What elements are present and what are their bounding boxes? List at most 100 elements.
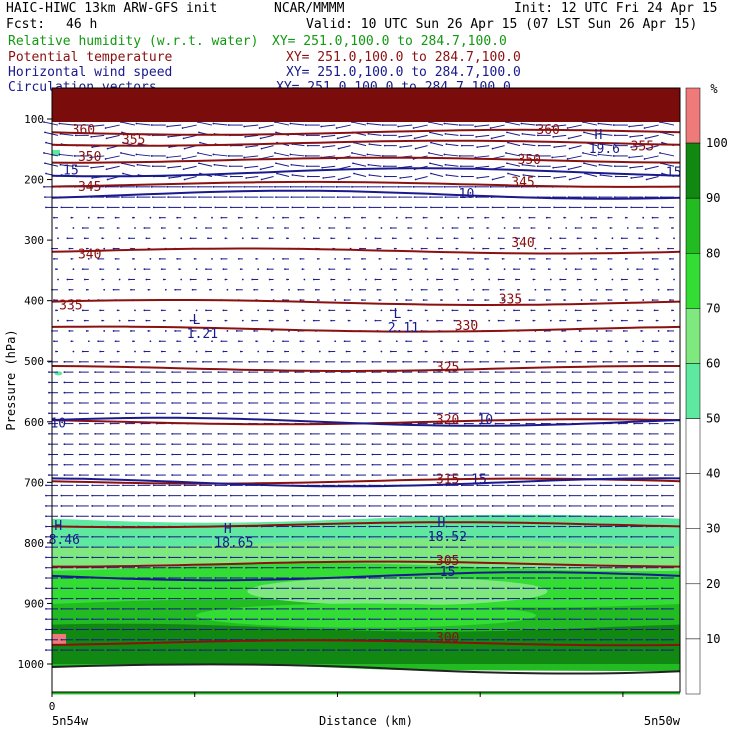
wind-vector-head xyxy=(239,309,242,312)
extremum-symbol: H xyxy=(54,519,62,534)
wind-vector-head xyxy=(448,474,451,476)
wind-vector-head xyxy=(371,474,374,476)
wind-vector xyxy=(184,176,197,181)
wind-vector-head xyxy=(303,237,306,240)
wind-vector-head xyxy=(622,330,625,332)
wind-vector-head xyxy=(343,340,346,343)
wind-vector-head xyxy=(513,350,515,353)
wind-vector xyxy=(137,164,151,167)
wind-vector-head xyxy=(607,257,610,260)
wind-vector-head xyxy=(522,174,525,176)
wind-vector-head xyxy=(440,257,442,260)
wind-vector-head xyxy=(214,546,217,549)
wind-vector-head xyxy=(614,175,617,178)
wind-vector-head xyxy=(73,155,76,157)
wind-vector-head xyxy=(74,165,77,168)
wind-vector-head xyxy=(145,278,148,281)
wind-vector-head xyxy=(599,587,602,590)
wind-vector-head xyxy=(645,597,648,600)
wind-vector-head xyxy=(63,463,66,466)
wind-vector-head xyxy=(501,340,504,343)
wind-vector-head xyxy=(633,463,636,466)
wind-vector-head xyxy=(263,381,266,384)
wind-vector-head xyxy=(178,350,181,353)
wind-vector-head xyxy=(571,402,574,404)
contour-label: 330 xyxy=(455,319,478,334)
wind-vector-head xyxy=(279,381,281,384)
wind-vector-head xyxy=(430,566,432,569)
wind-vector-head xyxy=(186,381,189,384)
wind-vector-head xyxy=(661,515,663,518)
wind-vector-head xyxy=(584,618,586,621)
wind-vector-head xyxy=(152,515,155,518)
wind-vector-head xyxy=(463,360,466,363)
wind-vector-head xyxy=(276,494,278,497)
wind-vector-head xyxy=(335,185,338,188)
wind-vector-head xyxy=(537,556,540,559)
wind-vector-head xyxy=(322,535,325,538)
wind-vector-head xyxy=(214,607,217,610)
wind-vector-head xyxy=(571,391,574,394)
wind-vector-head xyxy=(457,340,460,343)
wind-vector-head xyxy=(522,556,525,559)
wind-vector-head xyxy=(75,206,78,209)
wind-vector-head xyxy=(55,268,57,271)
wind-vector-head xyxy=(205,227,207,229)
wind-vector-head xyxy=(399,618,402,621)
contour-label: 315 xyxy=(436,472,459,487)
wind-vector-head xyxy=(494,371,497,374)
wind-vector-head xyxy=(476,628,479,631)
wind-vector-head xyxy=(537,628,540,631)
wind-vector-head xyxy=(522,206,525,209)
wind-vector-head xyxy=(103,247,106,250)
wind-vector-head xyxy=(583,131,585,134)
wind-vector-head xyxy=(398,135,401,138)
wind-vector-head xyxy=(164,330,167,332)
wind-vector-head xyxy=(507,597,509,600)
wind-vector-head xyxy=(232,412,235,415)
wind-vector-head xyxy=(104,158,107,160)
wind-vector-head xyxy=(257,227,260,229)
wind-vector-head xyxy=(433,463,435,466)
contour-label: 15 xyxy=(63,163,79,178)
wind-vector xyxy=(582,121,598,126)
wind-vector-head xyxy=(321,166,324,169)
wind-vector-head xyxy=(325,453,328,456)
wind-vector-head xyxy=(325,402,328,404)
wind-vector-head xyxy=(605,247,608,250)
wind-vector-head xyxy=(63,474,66,476)
wind-vector-head xyxy=(626,350,629,353)
wind-vector-head xyxy=(60,484,63,487)
wind-vector-head xyxy=(648,463,651,466)
wind-vector-head xyxy=(97,340,100,343)
wind-vector-head xyxy=(55,309,57,312)
wind-vector-head xyxy=(78,402,81,404)
wind-vector xyxy=(521,153,536,157)
wind-vector-head xyxy=(393,288,396,291)
wind-vector-head xyxy=(143,309,146,312)
wind-vector-head xyxy=(122,494,124,497)
wind-vector-head xyxy=(152,638,155,641)
wind-vector-head xyxy=(657,288,660,291)
wind-vector-head xyxy=(438,247,440,250)
wind-vector-head xyxy=(645,505,648,507)
wind-vector-head xyxy=(55,227,57,229)
wind-vector xyxy=(106,134,120,139)
wind-vector-head xyxy=(137,638,140,641)
wind-vector-head xyxy=(630,597,633,600)
wind-vector-head xyxy=(325,443,328,446)
wind-vector xyxy=(244,155,259,158)
wind-vector-head xyxy=(186,412,189,415)
wind-vector-head xyxy=(112,247,115,250)
wind-vector-head xyxy=(556,463,559,466)
wind-vector xyxy=(569,176,582,181)
wind-vector-head xyxy=(137,206,140,209)
wind-vector-head xyxy=(395,299,398,301)
wind-vector-head xyxy=(602,474,605,476)
wind-vector-head xyxy=(57,237,59,240)
wind-vector-head xyxy=(599,174,602,176)
wind-vector-head xyxy=(580,216,583,219)
wind-vector-head xyxy=(383,587,386,590)
wind-vector-head xyxy=(522,494,525,497)
wind-vector-head xyxy=(648,391,651,394)
